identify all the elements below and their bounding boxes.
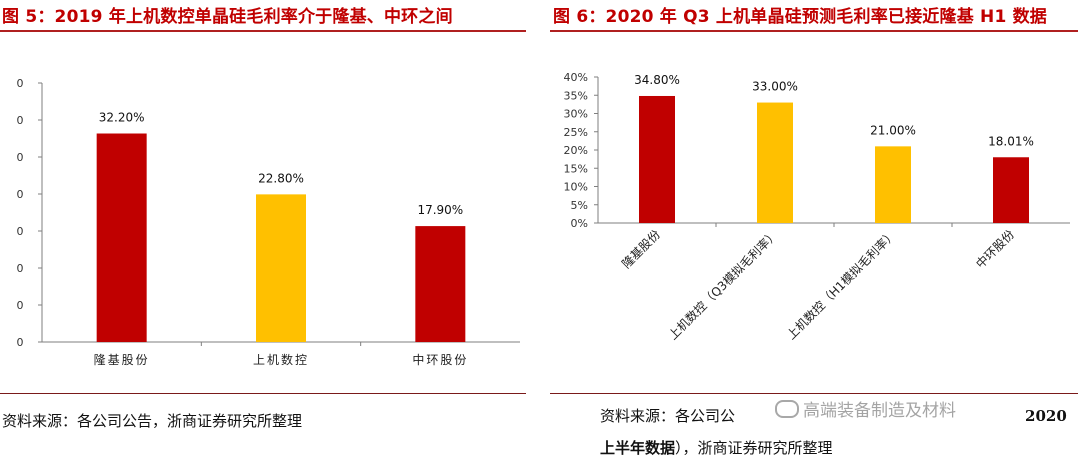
figure-6-bottom-rule xyxy=(550,393,1078,394)
fig6-category-label: 隆基股份 xyxy=(619,227,664,272)
fig5-y-tick-label: 0 xyxy=(17,188,24,201)
fig5-category-label: 上机数控 xyxy=(253,352,309,367)
fig6-y-tick-label: 20% xyxy=(564,144,588,157)
fig5-y-tick-label: 0 xyxy=(17,77,24,90)
fig5-bar xyxy=(256,194,306,342)
figure-6-top-rule xyxy=(550,30,1078,32)
fig6-y-tick-label: 40% xyxy=(564,71,588,84)
fig5-y-tick-label: 0 xyxy=(17,151,24,164)
fig6-data-label: 21.00% xyxy=(870,123,916,137)
fig5-bar xyxy=(96,133,147,342)
fig5-category-label: 隆基股份 xyxy=(94,352,150,367)
figure-5-bottom-rule xyxy=(0,393,526,394)
fig5-y-tick-label: 0 xyxy=(17,114,24,127)
fig5-y-tick-label: 0 xyxy=(17,225,24,238)
fig6-data-label: 34.80% xyxy=(634,73,680,87)
figure-6-title: 图 6：2020 年 Q3 上机单晶硅预测毛利率已接近隆基 H1 数据 xyxy=(553,7,1047,27)
fig6-bar xyxy=(875,146,911,223)
fig6-data-label: 18.01% xyxy=(988,134,1034,148)
watermark-text: 高端装备制造及材料 xyxy=(803,401,956,421)
figure-5-title: 图 5：2019 年上机数控单晶硅毛利率介于隆基、中环之间 xyxy=(2,7,453,27)
fig5-data-label: 22.80% xyxy=(258,171,304,185)
figure-5-top-rule xyxy=(0,30,526,32)
fig6-category-label: 上机数控（Q3模拟毛利率） xyxy=(665,227,781,343)
fig6-y-tick-label: 5% xyxy=(571,199,588,212)
fig5-data-label: 32.20% xyxy=(99,111,145,125)
figure-6-source-line1-tail: 2020 xyxy=(1025,407,1067,425)
fig6-y-tick-label: 25% xyxy=(564,126,588,139)
figure-5-source: 资料来源：各公司公告，浙商证券研究所整理 xyxy=(2,412,303,430)
fig5-y-tick-label: 0 xyxy=(17,262,24,275)
fig6-bar xyxy=(639,95,675,223)
figure-5-chart-svg: 0 0 0 0 0 0 0 0 32.20% 隆基股份 22.80% 上机数控 17.90% 中环股份 xyxy=(17,77,520,367)
fig6-category-label: 上机数控（H1模拟毛利率） xyxy=(783,227,899,343)
fig6-y-tick-label: 0% xyxy=(571,217,588,230)
fig6-category-label: 中环股份 xyxy=(973,227,1018,272)
fig5-y-tick-label: 0 xyxy=(17,336,24,349)
fig6-data-label: 33.00% xyxy=(752,80,798,94)
fig6-y-tick-label: 30% xyxy=(564,108,588,121)
watermark: 高端装备制造及材料 xyxy=(775,396,956,421)
fig6-y-tick-label: 15% xyxy=(564,162,588,175)
fig5-data-label: 17.90% xyxy=(417,203,463,217)
figure-6-source-line1: 资料来源：各公司公 xyxy=(600,407,736,425)
fig6-y-tick-label: 10% xyxy=(564,181,588,194)
figure-6-source: 资料来源：各公司公 2020 上半年数据），浙商证券研究所整理 xyxy=(600,400,1067,464)
fig5-category-label: 中环股份 xyxy=(412,352,468,367)
figure-6-chart: 0% 5% 10% 15% 20% 25% 30% 35% 40% 34.80% 隆基股份 33.00… xyxy=(550,40,1078,390)
fig6-bar xyxy=(757,102,793,223)
figure-5-chart: 0 0 0 0 0 0 0 0 32.20% 隆基股份 22.80% 上机数控 17.90% 中环股份 xyxy=(0,40,526,390)
figure-6-source-line2-bold: 上半年数据 xyxy=(600,439,676,457)
wechat-icon xyxy=(775,400,799,418)
fig5-bar xyxy=(415,226,466,342)
fig6-y-tick-label: 35% xyxy=(564,89,588,102)
figure-6-source-line2-rest: ），浙商证券研究所整理 xyxy=(675,439,833,457)
figure-6-chart-svg: 0% 5% 10% 15% 20% 25% 30% 35% 40% 34.80% 隆基股份 33.00… xyxy=(564,71,1070,343)
fig5-y-tick-label: 0 xyxy=(17,299,24,312)
fig6-bar xyxy=(993,157,1029,223)
